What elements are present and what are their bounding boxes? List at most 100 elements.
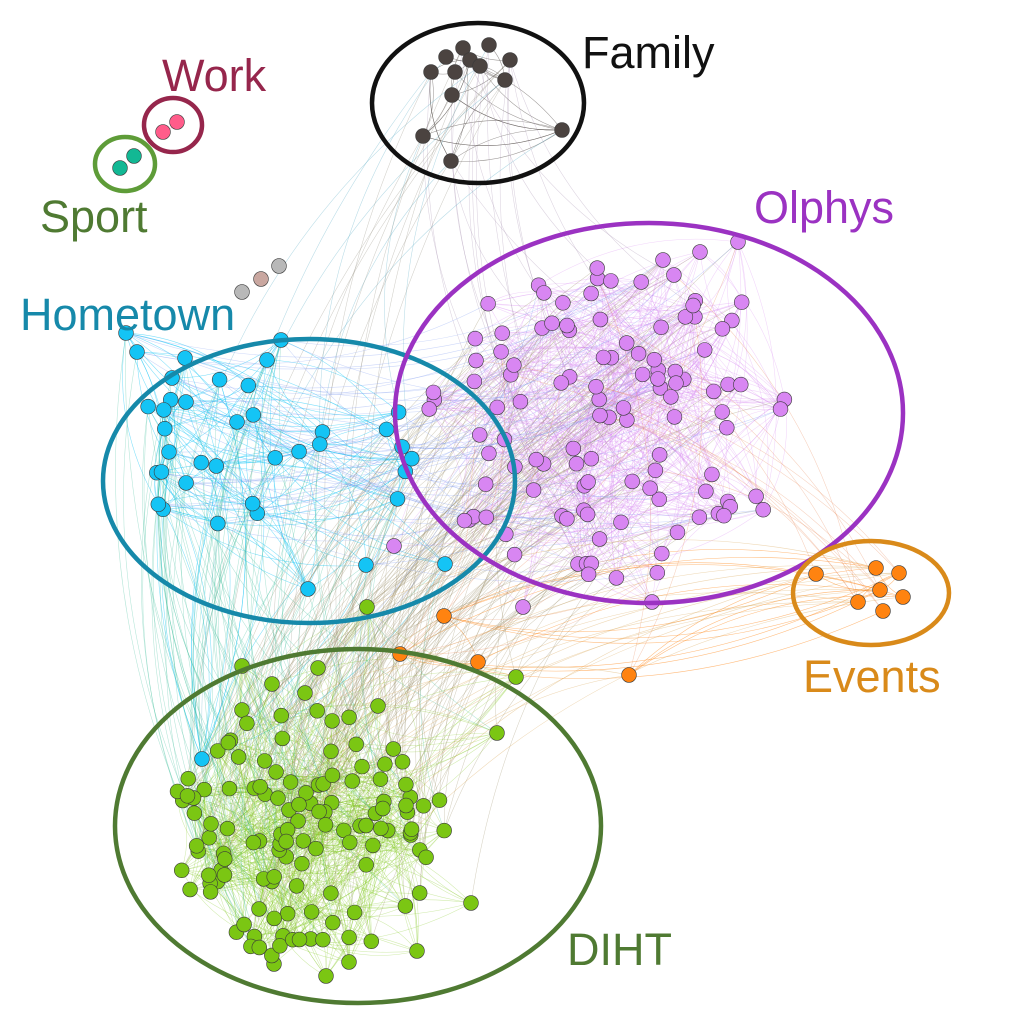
edge-hometown-diht (281, 451, 332, 803)
edge-diht (405, 676, 517, 785)
node-diht (264, 676, 280, 692)
edge-hometown (200, 462, 367, 566)
node-diht (309, 703, 325, 719)
edge-diht (277, 850, 300, 940)
edge-olphys (475, 346, 741, 385)
edge-diht (280, 834, 411, 853)
edge-olphys-diht (208, 554, 515, 876)
edge-diht (194, 813, 312, 913)
edge-diht (227, 828, 288, 914)
edge-events-olphys (561, 382, 859, 603)
edge-olphys (569, 251, 701, 377)
edge-hometown-diht (211, 359, 268, 741)
edge-diht (325, 864, 367, 977)
edge-olphys (657, 378, 729, 502)
edge-olphys (428, 408, 567, 520)
edge-olphys (536, 259, 664, 460)
edge-olphys (611, 357, 785, 402)
node-diht (341, 954, 357, 970)
node-olphys (565, 440, 581, 457)
edge-hometown-diht (278, 339, 411, 798)
node-hometown (378, 421, 395, 438)
edge-diht (227, 828, 312, 913)
node-events (470, 654, 486, 670)
node-diht (370, 698, 386, 714)
node-diht (324, 767, 341, 783)
node-diht (358, 857, 374, 873)
edge-hometown-diht (191, 414, 254, 882)
edge-diht (241, 709, 367, 826)
edge-diht (287, 905, 406, 922)
edge-diht (362, 748, 394, 942)
edge-diht (224, 858, 350, 963)
edge-olphys (584, 399, 600, 483)
edge-hometown-olphys (248, 281, 642, 389)
node-olphys (646, 352, 662, 368)
edge-diht (223, 710, 318, 854)
node-diht (291, 931, 308, 948)
edge-olphys-diht (380, 316, 696, 780)
edge-events-olphys (443, 572, 658, 620)
node-diht (341, 709, 357, 725)
edge-olphys (433, 302, 563, 393)
edge-olphys (497, 407, 764, 510)
edge-olphys (538, 284, 624, 408)
edge-olphys (649, 302, 742, 489)
edge-hometown-diht (214, 385, 273, 882)
edge-olphys-diht (318, 481, 589, 786)
edge-olphys (429, 408, 700, 518)
edge-olphys (591, 391, 714, 459)
edge-olphys (497, 373, 729, 408)
edge-olphys (533, 416, 675, 491)
edge-diht (209, 818, 299, 839)
node-olphys (714, 404, 730, 420)
edge-olphys-diht (405, 532, 678, 785)
edge-family-diht (368, 59, 471, 830)
edge-olphys (496, 285, 539, 408)
edge-diht (271, 683, 351, 963)
edge-olphys-diht (285, 379, 684, 842)
edge-hometown-olphys (156, 407, 498, 480)
edge-olphys (573, 458, 592, 565)
edge-olphys (513, 274, 674, 366)
node-olphys (528, 451, 544, 468)
node-diht (377, 756, 393, 772)
edge-hometown-olphys (444, 532, 678, 573)
edge-olphys (567, 376, 617, 579)
edge-diht (194, 812, 275, 877)
node-hometown (157, 421, 173, 437)
edge-olphys (486, 349, 705, 518)
edge-diht (241, 665, 269, 842)
edge-olphys (626, 419, 707, 492)
edge-hometown-diht (217, 523, 326, 813)
edge-olphys (488, 453, 651, 491)
edge-hometown-diht (307, 446, 403, 804)
node-diht (358, 817, 374, 834)
node-diht (489, 725, 505, 741)
edge-olphys (603, 357, 781, 410)
edge-olphys-diht (322, 274, 675, 784)
edge-events-olphys (443, 351, 506, 617)
node-olphys (553, 375, 569, 391)
edge-diht (317, 667, 424, 806)
node-olphys (633, 274, 649, 290)
edge-olphys (475, 302, 563, 339)
edge-olphys (475, 360, 719, 514)
edge-hometown-olphys (201, 241, 739, 463)
node-diht (245, 834, 262, 851)
edge-hometown-olphys (411, 458, 592, 564)
edge-diht (271, 658, 517, 685)
edge-hometown-olphys (186, 305, 694, 484)
edge-events-diht (410, 596, 904, 833)
node-events (868, 560, 884, 576)
node-diht (297, 685, 313, 701)
edge-diht (228, 742, 382, 829)
edge-olphys (569, 330, 684, 380)
edge-olphys (468, 374, 512, 521)
node-events (872, 582, 888, 598)
node-olphys (668, 375, 684, 391)
edge-olphys (469, 330, 570, 521)
edge-olphys (573, 448, 656, 472)
node-olphys (515, 599, 531, 615)
edge-hometown-olphys (201, 374, 512, 760)
